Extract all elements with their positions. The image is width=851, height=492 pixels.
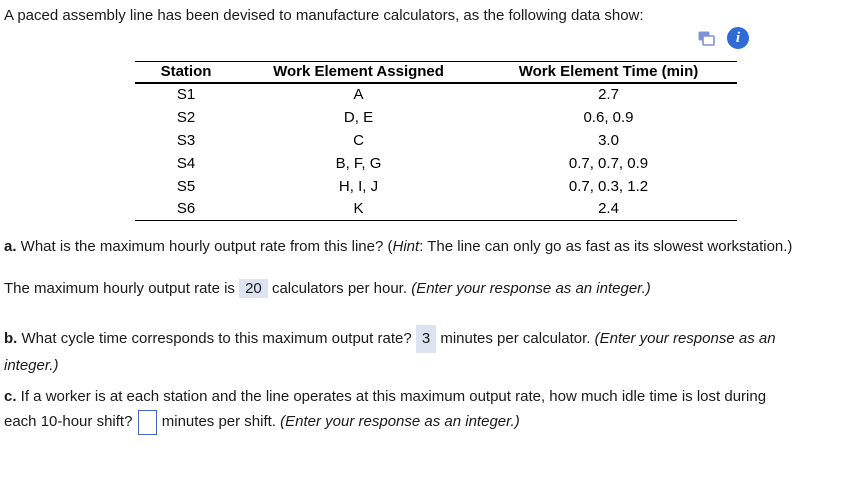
table-row: S5 H, I, J 0.7, 0.3, 1.2 bbox=[135, 175, 737, 198]
table-header-elements: Work Element Assigned bbox=[237, 61, 480, 84]
table-row: S2 D, E 0.6, 0.9 bbox=[135, 106, 737, 129]
answer-box-a[interactable]: 20 bbox=[239, 279, 268, 298]
table-header-row: Station Work Element Assigned Work Eleme… bbox=[135, 61, 737, 84]
table-cell-times: 2.7 bbox=[598, 86, 619, 103]
table-cell-station: S3 bbox=[176, 131, 196, 149]
question-b-note-line2: integer.) bbox=[4, 357, 59, 374]
table-row: S1 A 2.7 bbox=[135, 83, 737, 106]
table-cell-station: S4 bbox=[176, 154, 196, 172]
question-b-suffix: minutes per calculator. bbox=[436, 330, 595, 347]
question-a-answer-line: The maximum hourly output rate is 20 cal… bbox=[4, 279, 651, 298]
question-a: a. What is the maximum hourly output rat… bbox=[4, 238, 851, 255]
question-c-note: (Enter your response as an integer.) bbox=[280, 413, 520, 430]
question-a-text: What is the maximum hourly output rate f… bbox=[16, 238, 393, 255]
table-cell-times: 0.6, 0.9 bbox=[583, 108, 634, 126]
table-cell-station: S6 bbox=[176, 200, 196, 218]
answer-box-b[interactable]: 3 bbox=[415, 325, 437, 353]
assembly-line-table: Station Work Element Assigned Work Eleme… bbox=[135, 61, 737, 221]
table-row: S4 B, F, G 0.7, 0.7, 0.9 bbox=[135, 152, 737, 175]
question-a-answer-note: (Enter your response as an integer.) bbox=[411, 280, 651, 297]
question-a-answer-prefix: The maximum hourly output rate is bbox=[4, 280, 240, 297]
question-b-note-line1: (Enter your response as an bbox=[594, 330, 776, 347]
table-cell-times: 0.7, 0.3, 1.2 bbox=[568, 177, 649, 195]
copy-icon[interactable] bbox=[698, 31, 715, 46]
question-b-label: b. bbox=[4, 330, 18, 347]
answer-input-c[interactable] bbox=[137, 409, 157, 435]
question-b: b. What cycle time corresponds to this m… bbox=[4, 325, 776, 379]
question-c-line2-prefix: each 10-hour shift? bbox=[4, 413, 137, 430]
question-a-text-after-hint: : The line can only go as fast as its sl… bbox=[419, 238, 793, 255]
table-cell-station: S5 bbox=[176, 177, 196, 195]
table-row: S3 C 3.0 bbox=[135, 129, 737, 152]
question-a-answer-suffix: calculators per hour. bbox=[267, 280, 412, 297]
question-c-label: c. bbox=[4, 388, 17, 405]
table-header-times: Work Element Time (min) bbox=[480, 61, 737, 84]
table-cell-elements: D, E bbox=[343, 108, 374, 126]
table-header-station: Station bbox=[135, 61, 237, 84]
question-c-suffix: minutes per shift. bbox=[157, 413, 281, 430]
table-row: S6 K 2.4 bbox=[135, 198, 737, 221]
info-icon[interactable]: i bbox=[727, 27, 749, 49]
question-c-line1: If a worker is at each station and the l… bbox=[16, 388, 767, 405]
table-cell-elements: H, I, J bbox=[338, 177, 379, 195]
question-a-label: a. bbox=[4, 238, 17, 255]
table-cell-station: S1 bbox=[176, 86, 196, 103]
table-cell-times: 2.4 bbox=[598, 200, 619, 218]
question-c: c. If a worker is at each station and th… bbox=[4, 384, 766, 435]
table-cell-elements: C bbox=[353, 131, 364, 149]
table-cell-times: 0.7, 0.7, 0.9 bbox=[568, 154, 649, 172]
table-cell-elements: A bbox=[353, 86, 364, 103]
question-a-hint-word: Hint bbox=[392, 238, 420, 255]
table-cell-times: 3.0 bbox=[598, 131, 619, 149]
table-cell-elements: K bbox=[353, 200, 364, 218]
question-b-text: What cycle time corresponds to this maxi… bbox=[17, 330, 416, 347]
table-cell-elements: B, F, G bbox=[335, 154, 382, 172]
question-intro-text: A paced assembly line has been devised t… bbox=[4, 7, 644, 24]
table-cell-station: S2 bbox=[176, 108, 196, 126]
